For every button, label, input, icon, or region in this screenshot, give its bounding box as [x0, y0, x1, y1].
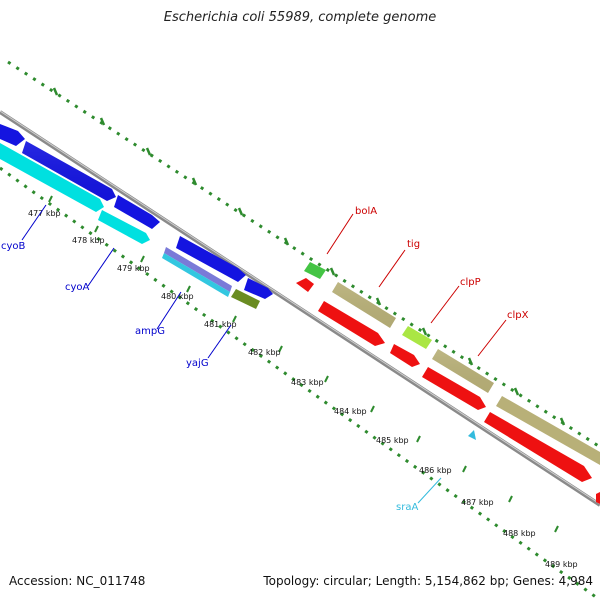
accession-info: Accession: NC_011748: [9, 574, 145, 588]
gene-clpP-small-arrow[interactable]: [402, 326, 432, 349]
tick-label: 483 kbp: [291, 378, 324, 387]
tick-label: 484 kbp: [334, 407, 367, 416]
gene-clpP-red-arrow[interactable]: [390, 344, 420, 367]
tick-label: 485 kbp: [376, 436, 409, 445]
topology-label: Topology:: [263, 574, 320, 588]
gene-lon-red-arrow[interactable]: [484, 412, 592, 482]
accession-value: NC_011748: [76, 574, 146, 588]
gene-blue-small-arrow[interactable]: [244, 278, 273, 299]
tick-label: 478 kbp: [72, 236, 105, 245]
gene-label-cyoB: cyoB: [1, 241, 26, 252]
tick-label: 477 kbp: [28, 209, 61, 218]
gene-ampG-stripe-cyan[interactable]: [162, 253, 230, 297]
outer-tick-ring: [7, 60, 600, 449]
outer-major-ticks: [52, 87, 566, 426]
gene-label-clpX: clpX: [507, 310, 529, 321]
gene-sraA-marker[interactable]: [468, 430, 476, 440]
gene-blue-arrow[interactable]: [114, 195, 160, 229]
length-value: 5,154,862 bp: [424, 574, 505, 588]
gene-clpX-red-arrow[interactable]: [422, 367, 486, 410]
gene-cyoB-cyan-arrow[interactable]: [0, 143, 104, 212]
tick-label: 479 kbp: [117, 264, 150, 273]
gene-red-small-arrow[interactable]: [296, 278, 314, 292]
label-leaders: [21, 204, 507, 504]
genes-value: 4,984: [558, 574, 593, 588]
gene-label-cyoA: cyoA: [65, 282, 90, 293]
tick-label: 489 kbp: [545, 560, 578, 569]
tick-label: 487 kbp: [461, 498, 494, 507]
forward-other-track: [0, 143, 260, 309]
genome-backbone: [0, 110, 600, 507]
gene-label-sraA: sraA: [396, 502, 418, 513]
gene-tig-red-arrow[interactable]: [318, 301, 385, 346]
accession-label: Accession:: [9, 574, 73, 588]
genes-label: Genes:: [512, 574, 555, 588]
gene-label-yajG: yajG: [186, 358, 209, 369]
gene-shading: [22, 141, 494, 393]
gene-label-bolA: bolA: [355, 206, 377, 217]
gene-ampG-stripe[interactable]: [164, 247, 232, 292]
gene-label-ampG: ampG: [135, 326, 165, 337]
tick-label: 480 kbp: [161, 292, 194, 301]
gene-cyoA-cyan-arrow[interactable]: [98, 210, 150, 244]
gene-cyoB-arrow[interactable]: [0, 124, 25, 146]
topology-value: circular: [323, 574, 368, 588]
gene-edge-red-arrow[interactable]: [596, 492, 600, 504]
length-label: Length:: [375, 574, 422, 588]
gene-yajG-arrow[interactable]: [231, 289, 260, 309]
gene-trna-arrow-2[interactable]: [496, 396, 600, 465]
tick-label: 482 kbp: [248, 348, 281, 357]
tick-labels: 477 kbp 478 kbp 479 kbp 480 kbp 481 kbp …: [28, 209, 578, 569]
gene-bolA-arrow[interactable]: [304, 262, 326, 279]
tick-label: 488 kbp: [503, 529, 536, 538]
inner-major-ticks: [48, 195, 559, 533]
gene-label-tig: tig: [407, 239, 420, 250]
map-title: Escherichia coli 55989, complete genome: [163, 10, 437, 25]
genome-summary: Topology: circular; Length: 5,154,862 bp…: [263, 574, 593, 588]
tick-label: 481 kbp: [204, 320, 237, 329]
gene-labels: cyoB cyoA ampG yajG bolA tig clpP clpX s…: [1, 206, 529, 513]
tick-label: 486 kbp: [419, 466, 452, 475]
gene-ampG-arrow[interactable]: [176, 236, 246, 282]
gene-label-clpP: clpP: [460, 277, 481, 288]
